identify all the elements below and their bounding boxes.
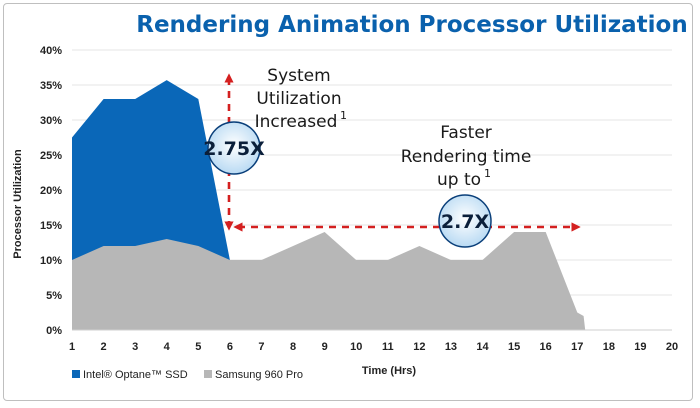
x-tick-label: 13 bbox=[445, 341, 457, 353]
speed-badge: 2.7X bbox=[438, 194, 492, 248]
y-tick-label: 25% bbox=[40, 150, 62, 162]
series-areas bbox=[72, 80, 672, 331]
y-tick-label: 5% bbox=[46, 290, 62, 302]
legend-label-optane: Intel® Optane™ SSD bbox=[83, 369, 188, 381]
x-tick-label: 1 bbox=[69, 341, 75, 353]
utilization-text-line3: Increased bbox=[255, 112, 338, 132]
x-tick-label: 11 bbox=[382, 341, 394, 353]
legend-swatch-samsung bbox=[204, 370, 212, 378]
utilization-badge-label: 2.75X bbox=[203, 138, 265, 160]
speed-badge-circle bbox=[438, 194, 492, 248]
x-tick-label: 8 bbox=[290, 341, 296, 353]
series-area-samsung bbox=[72, 232, 586, 330]
y-axis-ticks: 0% 5% 10% 15% 20% 25% 30% 35% 40% bbox=[40, 45, 62, 337]
x-tick-label: 12 bbox=[413, 341, 425, 353]
utilization-text-line2: Utilization bbox=[256, 89, 341, 109]
y-tick-label: 15% bbox=[40, 220, 62, 232]
x-tick-label: 5 bbox=[195, 341, 201, 353]
chart-title: Rendering Animation Processor Utilizatio… bbox=[136, 12, 687, 38]
x-tick-label: 6 bbox=[227, 341, 233, 353]
x-tick-label: 10 bbox=[350, 341, 362, 353]
x-tick-label: 3 bbox=[132, 341, 138, 353]
speed-footnote: 1 bbox=[484, 167, 491, 180]
y-tick-label: 0% bbox=[46, 325, 62, 337]
x-tick-label: 18 bbox=[603, 341, 615, 353]
y-tick-label: 35% bbox=[40, 80, 62, 92]
y-tick-label: 30% bbox=[40, 115, 62, 127]
y-tick-label: 40% bbox=[40, 45, 62, 57]
speed-text-line1: Faster bbox=[440, 123, 492, 143]
x-tick-label: 19 bbox=[634, 341, 646, 353]
x-axis-ticks: 1 2 3 4 5 6 7 8 9 10 11 12 13 14 15 16 17 18 19 20 bbox=[69, 341, 678, 353]
x-tick-label: 2 bbox=[101, 341, 107, 353]
x-tick-label: 15 bbox=[508, 341, 520, 353]
x-axis-title: Time (Hrs) bbox=[362, 365, 417, 377]
legend-label-samsung: Samsung 960 Pro bbox=[215, 369, 303, 381]
y-tick-label: 10% bbox=[40, 255, 62, 267]
utilization-badge: 2.75X bbox=[203, 121, 265, 175]
speed-text-line3: up to bbox=[437, 170, 481, 190]
y-tick-label: 20% bbox=[40, 185, 62, 197]
x-tick-label: 4 bbox=[164, 341, 171, 353]
legend-swatch-optane bbox=[72, 370, 80, 378]
x-tick-label: 9 bbox=[322, 341, 328, 353]
x-tick-label: 20 bbox=[666, 341, 678, 353]
utilization-text-line1: System bbox=[267, 66, 330, 86]
x-tick-label: 17 bbox=[571, 341, 583, 353]
y-axis-title: Processor Utilization bbox=[12, 149, 24, 259]
speed-text-line2: Rendering time bbox=[401, 147, 532, 167]
x-tick-label: 14 bbox=[476, 341, 489, 353]
x-tick-label: 7 bbox=[258, 341, 264, 353]
legend: Intel® Optane™ SSD Samsung 960 Pro bbox=[72, 369, 303, 381]
utilization-footnote: 1 bbox=[340, 109, 347, 122]
x-tick-label: 16 bbox=[540, 341, 552, 353]
speed-badge-label: 2.7X bbox=[441, 211, 490, 233]
utilization-badge-circle bbox=[207, 121, 261, 175]
